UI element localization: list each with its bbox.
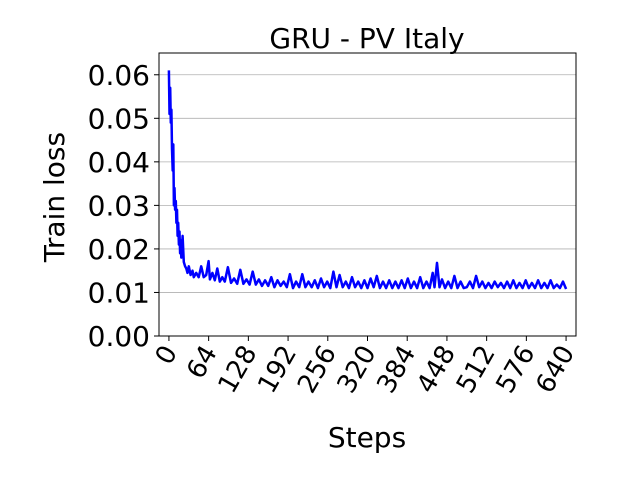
x-tick-label: 128 <box>213 341 264 399</box>
plot-frame <box>158 52 577 337</box>
y-tick-label: 0.02 <box>88 233 150 266</box>
series-layer <box>167 70 568 290</box>
x-tick-label: 448 <box>411 341 462 399</box>
x-tick-label: 576 <box>491 341 542 399</box>
y-tick-label: 0.01 <box>88 276 150 309</box>
x-tick-label: 0 <box>150 341 184 370</box>
y-tick-label: 0.04 <box>88 146 150 179</box>
x-axis-label: Steps <box>328 421 406 454</box>
chart-title: GRU - PV Italy <box>269 22 464 55</box>
y-ticks: 0.00 0.01 0.02 0.03 0.04 0.05 0.06 <box>88 59 159 353</box>
y-tick-label: 0.06 <box>88 59 150 92</box>
y-tick-label: 0.05 <box>88 102 150 135</box>
gridlines <box>159 74 576 337</box>
series-line <box>167 70 568 290</box>
x-tick-label: 640 <box>530 341 581 399</box>
y-tick-label: 0.03 <box>88 189 150 222</box>
y-axis-label: Train loss <box>38 132 71 263</box>
x-tick-label: 256 <box>292 341 343 399</box>
x-tick-label: 384 <box>371 341 422 399</box>
x-tick-label: 192 <box>252 341 303 399</box>
y-tick-label: 0.00 <box>88 320 150 353</box>
x-tick-label: 320 <box>332 341 383 399</box>
x-tick-label: 512 <box>451 341 502 399</box>
